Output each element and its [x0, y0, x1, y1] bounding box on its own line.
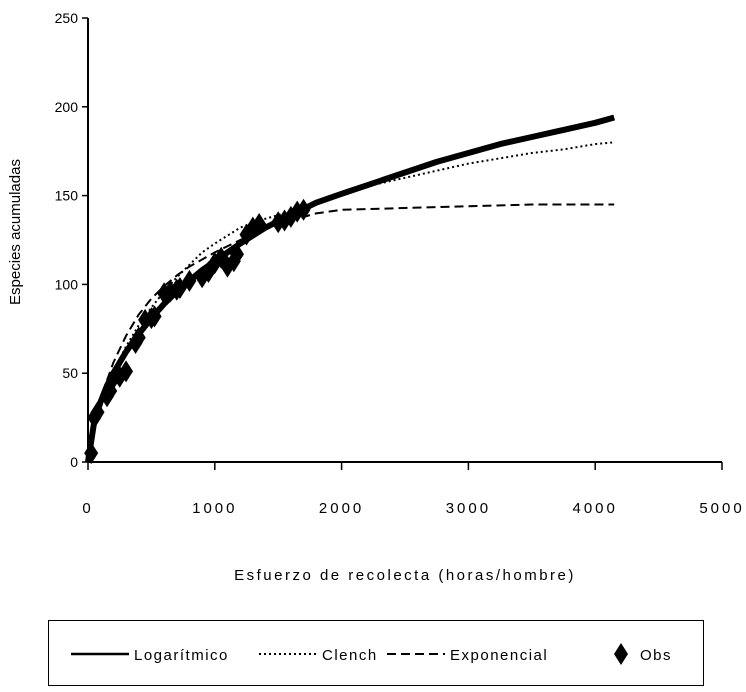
series-obs: [84, 198, 311, 465]
legend-label: Logarítmico: [134, 647, 229, 664]
legend-item-exponencial: Exponencial: [387, 647, 548, 664]
legend-item-obs: Obs: [614, 643, 672, 665]
data-point-obs: [182, 269, 197, 292]
axes: [87, 18, 722, 463]
data-point-obs: [252, 213, 267, 236]
y-tick-label: 50: [62, 365, 78, 381]
series-line: [87, 203, 615, 463]
x-tick-label: 3000: [446, 500, 491, 517]
legend-item-logar-tmico: Logarítmico: [71, 647, 229, 664]
series-line: [87, 141, 615, 463]
x-tick-label: 1000: [192, 500, 237, 517]
data-point-obs: [131, 326, 146, 349]
y-tick-label: 250: [55, 10, 79, 26]
series-logar-tmico: [85, 114, 616, 463]
data-point-obs: [119, 360, 134, 383]
legend-label: Clench: [322, 647, 378, 664]
data-point-obs: [84, 442, 99, 465]
x-axis-ticks: 0 1000 2000 3000 4000 5000: [82, 462, 744, 517]
series-exponencial: [87, 203, 615, 463]
chart: 0 50 100 150 200 250 0 1000 2000 3000 4000 5000 Es…: [7, 10, 744, 584]
y-tick-label: 100: [55, 276, 79, 292]
series-clench: [87, 141, 615, 463]
x-tick-label: 4000: [573, 500, 618, 517]
data-point-obs: [147, 305, 162, 328]
x-tick-label: 2000: [319, 500, 364, 517]
legend-label: Exponencial: [450, 647, 548, 664]
y-tick-label: 200: [55, 99, 79, 115]
legend-item-clench: Clench: [259, 647, 378, 664]
data-point-obs: [172, 276, 187, 299]
y-axis-title: Especies acumuladas: [7, 159, 24, 305]
data-point-obs: [90, 401, 105, 424]
series-line: [85, 114, 616, 463]
y-tick-label: 0: [70, 454, 78, 470]
y-axis-ticks: 0 50 100 150 200 250: [55, 10, 88, 470]
x-tick-label: 0: [82, 500, 93, 517]
x-axis-title: Esfuerzo de recolecta (horas/hombre): [234, 567, 576, 584]
data-point-obs: [226, 250, 241, 273]
data-point-obs: [296, 198, 311, 221]
y-tick-label: 150: [55, 188, 79, 204]
data-point-obs: [229, 243, 244, 266]
x-tick-label: 5000: [699, 500, 744, 517]
series-layer: [84, 114, 616, 465]
legend-marker-diamond: [614, 643, 628, 665]
legend: Logarítmico Clench Exponencial Obs: [48, 620, 704, 686]
legend-label: Obs: [640, 647, 672, 664]
